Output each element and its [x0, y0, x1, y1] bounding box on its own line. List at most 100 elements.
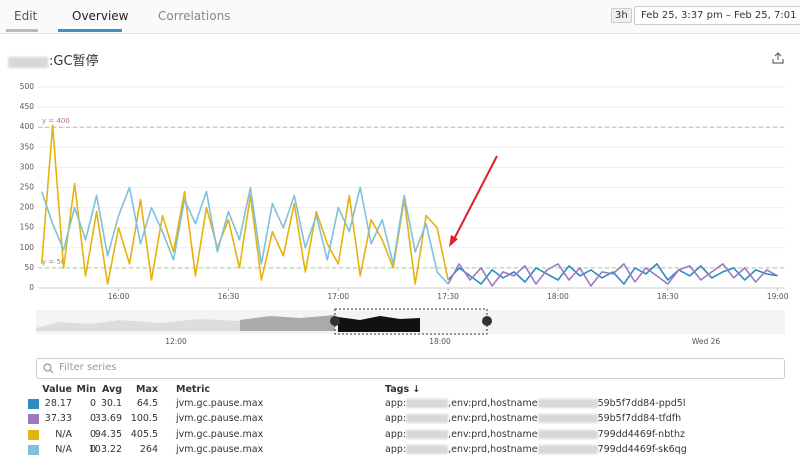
y-tick-label: 0 [29, 283, 34, 292]
column-header: Value [42, 384, 72, 395]
column-header: Min [76, 384, 96, 395]
top-bar: Edit Overview Correlations 3h Feb 25, 3:… [0, 0, 800, 34]
cell-value: N/A [55, 443, 72, 455]
tag-suffix: 59b5f7dd84-ppd5l [597, 398, 686, 409]
masked-text [406, 414, 449, 424]
tab-indicator [6, 29, 38, 32]
column-header: Metric [176, 384, 211, 395]
cell-min: 0 [89, 413, 96, 425]
masked-text [406, 429, 449, 439]
filter-input[interactable]: Filter series [36, 358, 785, 379]
masked-text [537, 444, 598, 454]
y-tick-label: 200 [20, 203, 35, 212]
cell-avg: 103.22 [88, 443, 122, 455]
navigator-shape [338, 316, 420, 332]
tag-prefix: app: [385, 443, 407, 455]
series-line [447, 263, 779, 287]
threshold-label: y = 50 [42, 258, 65, 266]
cell-min: 0 [89, 443, 96, 455]
masked-text [537, 429, 598, 439]
cell-max: 100.5 [130, 413, 158, 425]
y-tick-label: 50 [24, 263, 34, 272]
share-icon[interactable] [772, 52, 784, 64]
cell-metric: jvm.gc.pause.max [176, 428, 264, 440]
chart: 12:00 18:00 Wed 26 0 50 100 150 200 250 300 350 400… [20, 82, 789, 346]
cell-value: N/A [55, 428, 72, 440]
y-tick-label: 300 [20, 162, 35, 171]
tag-prefix: app: [385, 428, 407, 440]
x-tick-label: 16:00 [108, 292, 130, 301]
cell-metric: jvm.gc.pause.max [176, 398, 264, 409]
x-tick-label: 19:00 [767, 292, 789, 301]
cell-avg: 94.35 [94, 428, 122, 440]
series-line [40, 124, 449, 285]
tab-edit[interactable]: Edit [14, 9, 38, 23]
navigator-handle[interactable] [482, 316, 492, 326]
cell-min: 0 [89, 428, 96, 440]
column-header: Tags ↓ [385, 384, 421, 395]
tab-correlations[interactable]: Correlations [158, 9, 231, 23]
navigator-label: Wed 26 [692, 337, 721, 346]
navigator-label: 18:00 [429, 337, 451, 346]
chart-title: :GC暂停 [49, 54, 99, 69]
x-tick-label: 16:30 [218, 292, 240, 301]
column-header: Avg [101, 384, 122, 395]
cell-tags: app: ,env:prd,hostname 799dd4469f-nbthz [385, 429, 685, 440]
cell-min: 0 [89, 398, 96, 409]
y-tick-label: 450 [20, 102, 35, 111]
series-swatch[interactable] [28, 444, 39, 455]
masked-text [406, 399, 449, 408]
tab-overview[interactable]: Overview [72, 9, 129, 23]
search-icon [43, 363, 54, 374]
threshold-label: y = 400 [42, 117, 70, 125]
series-swatch[interactable] [28, 429, 39, 440]
tab-indicator [58, 29, 122, 32]
time-range[interactable]: Feb 25, 3:37 pm – Feb 25, 7:01 pm [634, 6, 800, 25]
tag-middle: ,env:prd,hostname [448, 428, 538, 440]
masked-text [537, 414, 598, 424]
tag-middle: ,env:prd,hostname [448, 443, 538, 455]
x-tick-label: 18:30 [657, 292, 679, 301]
column-header: Max [136, 384, 158, 395]
y-tick-label: 400 [20, 122, 35, 131]
y-tick-label: 150 [20, 223, 35, 232]
navigator-shape [240, 315, 335, 331]
tag-prefix: app: [385, 413, 407, 425]
tag-middle: ,env:prd,hostname [448, 413, 538, 425]
tag-middle: ,env:prd,hostname [448, 398, 538, 409]
cell-tags: app: ,env:prd,hostname 59b5f7dd84-ppd5l [385, 398, 685, 409]
tag-suffix: 799dd4469f-nbthz [597, 428, 685, 440]
y-tick-label: 500 [20, 82, 35, 91]
tag-prefix: app: [385, 398, 407, 409]
x-tick-label: 17:00 [327, 292, 349, 301]
cell-max: 64.5 [136, 398, 158, 409]
series-swatch[interactable] [28, 399, 39, 409]
time-preset[interactable]: 3h [611, 8, 632, 23]
cell-tags: app: ,env:prd,hostname 59b5f7dd84-tfdfh [385, 413, 681, 424]
cell-avg: 30.1 [100, 398, 122, 409]
tag-suffix: 59b5f7dd84-tfdfh [597, 413, 682, 425]
filter-placeholder: Filter series [59, 362, 117, 373]
navigator: 12:00 18:00 Wed 26 [36, 308, 785, 346]
cell-metric: jvm.gc.pause.max [176, 413, 264, 425]
tag-suffix: 799dd4469f-sk6qg [597, 443, 687, 455]
cell-tags: app: ,env:prd,hostname 799dd4469f-sk6qg [385, 444, 687, 455]
masked-text [8, 52, 50, 68]
series-line [447, 263, 778, 285]
cell-value: 28.17 [44, 398, 72, 409]
annotation-arrowhead [449, 235, 458, 247]
navigator-shape [36, 319, 240, 331]
cell-value: 37.33 [44, 413, 72, 425]
cell-metric: jvm.gc.pause.max [176, 443, 264, 455]
series-line [40, 186, 449, 285]
y-tick-label: 350 [20, 142, 35, 151]
masked-text [406, 444, 449, 454]
cell-max: 405.5 [130, 428, 158, 440]
navigator-handle[interactable] [330, 316, 340, 326]
cell-avg: 33.69 [94, 413, 122, 425]
masked-text [537, 399, 598, 408]
series-swatch[interactable] [28, 414, 39, 425]
y-tick-label: 100 [20, 243, 35, 252]
cell-max: 264 [139, 443, 158, 455]
